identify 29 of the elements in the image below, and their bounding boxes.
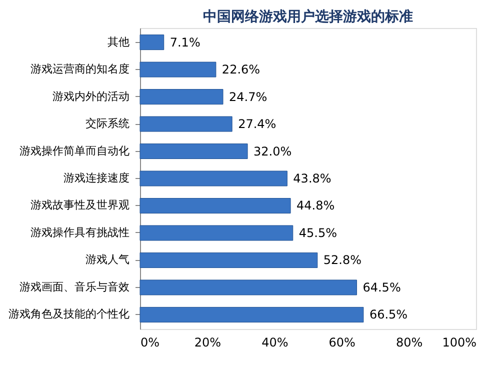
y-tick-label: 游戏连接速度 [64, 172, 130, 184]
y-tick-label: 游戏操作具有挑战性 [30, 226, 130, 239]
y-tick-label: 其他 [108, 35, 130, 48]
data-label: 32.0% [254, 144, 292, 158]
y-tick-label: 游戏角色及技能的个性化 [8, 308, 130, 321]
data-label: 45.5% [298, 226, 338, 240]
data-label: 43.8% [293, 172, 332, 186]
data-label: 7.1% [170, 35, 200, 50]
data-label: 44.8% [296, 198, 335, 213]
y-tick-label: 游戏运营商的知名度 [30, 62, 130, 76]
data-label: 27.4% [238, 117, 276, 132]
y-tick-label: 游戏人气 [86, 253, 130, 266]
data-label: 52.8% [323, 253, 362, 268]
y-tick-label: 游戏操作简单而自动化 [20, 144, 130, 158]
data-label: 66.5% [369, 308, 408, 322]
data-label: 64.5% [362, 280, 401, 294]
y-tick-label: 游戏内外的活动 [52, 90, 130, 103]
y-tick-label: 交际系统 [86, 117, 130, 130]
x-tick-label: 40% [262, 336, 288, 350]
data-label: 24.7% [228, 90, 268, 104]
y-tick-label: 游戏故事性及世界观 [30, 198, 130, 212]
x-tick-label: 0% [140, 336, 160, 350]
y-tick-label: 游戏画面、音乐与音效 [20, 280, 130, 294]
x-tick-label: 100% [442, 336, 476, 350]
data-label: 22.6% [222, 62, 260, 77]
x-tick-label: 20% [194, 336, 222, 350]
x-tick-label: 60% [328, 336, 356, 350]
chart-title: 中国网络游戏用户选择游戏的标准 [203, 8, 413, 25]
x-tick-label: 80% [396, 336, 423, 350]
